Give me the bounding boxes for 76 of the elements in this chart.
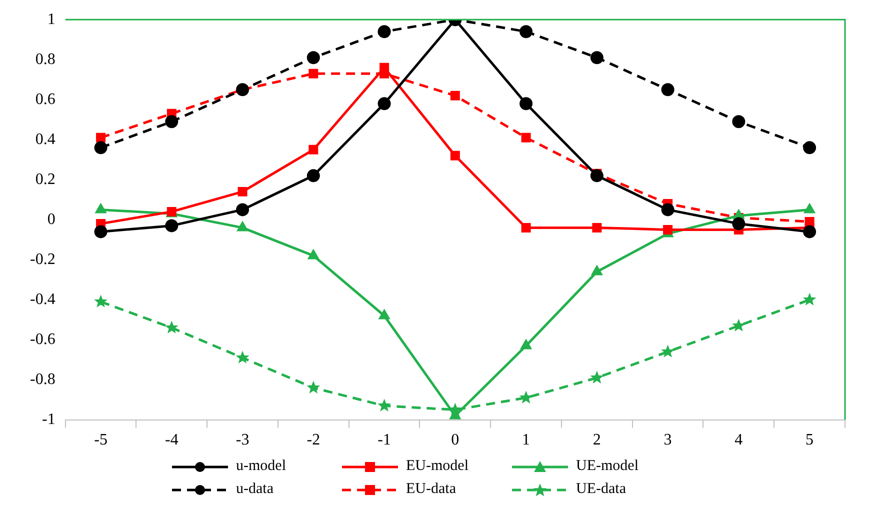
y-tick-label: 0.6 [35, 90, 56, 108]
x-tick-label: 1 [522, 432, 530, 449]
point [96, 132, 106, 142]
point [448, 402, 462, 416]
y-tick-label: 0.2 [35, 170, 56, 188]
point [732, 217, 746, 230]
x-tick-label: 0 [451, 432, 460, 449]
point [803, 141, 816, 154]
point [450, 90, 460, 100]
y-tick-label: 0.4 [35, 130, 56, 148]
point [732, 115, 746, 128]
x-tick-label: 3 [664, 432, 672, 449]
point [94, 225, 108, 238]
legend-label: EU-model [406, 458, 468, 475]
point [94, 294, 108, 308]
point [380, 62, 390, 72]
point [378, 398, 391, 412]
x-tick-label: -1 [378, 432, 391, 449]
point [94, 141, 108, 154]
y-tick-label: -0.8 [30, 370, 56, 388]
x-tick-label: -2 [306, 432, 320, 449]
y-tick-label: 0.8 [35, 50, 56, 68]
x-tick-label: -3 [236, 432, 250, 449]
point [661, 203, 674, 216]
point [663, 224, 673, 234]
x-tick-label: 2 [592, 432, 601, 449]
point [661, 344, 674, 358]
point [661, 83, 674, 96]
point [803, 225, 816, 238]
point [164, 320, 178, 334]
y-tick-label: -0.2 [30, 250, 56, 268]
legend-label: u-model [236, 458, 286, 475]
legend-label: u-data [236, 481, 274, 498]
point [378, 25, 391, 38]
y-tick-label: -0.4 [30, 290, 56, 308]
point [590, 51, 604, 64]
point [236, 221, 248, 232]
legend-label: EU-data [406, 481, 456, 498]
point [802, 292, 816, 306]
point [520, 97, 533, 110]
point [236, 350, 250, 364]
point [306, 380, 320, 394]
point [590, 169, 604, 182]
y-tick-label: -0.6 [30, 330, 56, 348]
point [308, 249, 320, 260]
point [592, 222, 602, 232]
y-tick-label: 0 [47, 210, 56, 228]
point [308, 144, 318, 154]
point [520, 339, 532, 350]
point [95, 203, 106, 214]
point [165, 219, 178, 232]
x-tick-label: 4 [734, 432, 743, 449]
point [521, 222, 531, 232]
point [732, 318, 746, 332]
point [591, 265, 603, 276]
point [308, 68, 318, 78]
x-tick-label: -4 [164, 432, 178, 449]
x-tick-label: 5 [806, 432, 814, 449]
point [378, 309, 390, 320]
point [520, 25, 533, 38]
point [450, 150, 460, 160]
point [804, 203, 816, 214]
x-tick-label: -5 [94, 432, 108, 449]
y-tick-label: 1 [47, 10, 56, 28]
point [590, 370, 604, 384]
point [306, 51, 320, 64]
legend-label: UE-data [576, 481, 626, 498]
point [238, 186, 248, 196]
point [519, 390, 533, 404]
point [521, 132, 531, 142]
point [165, 115, 178, 128]
point [306, 169, 320, 182]
legend-label: UE-model [576, 458, 638, 475]
point [378, 97, 391, 110]
y-tick-label: -1 [42, 411, 56, 428]
point [236, 203, 250, 216]
